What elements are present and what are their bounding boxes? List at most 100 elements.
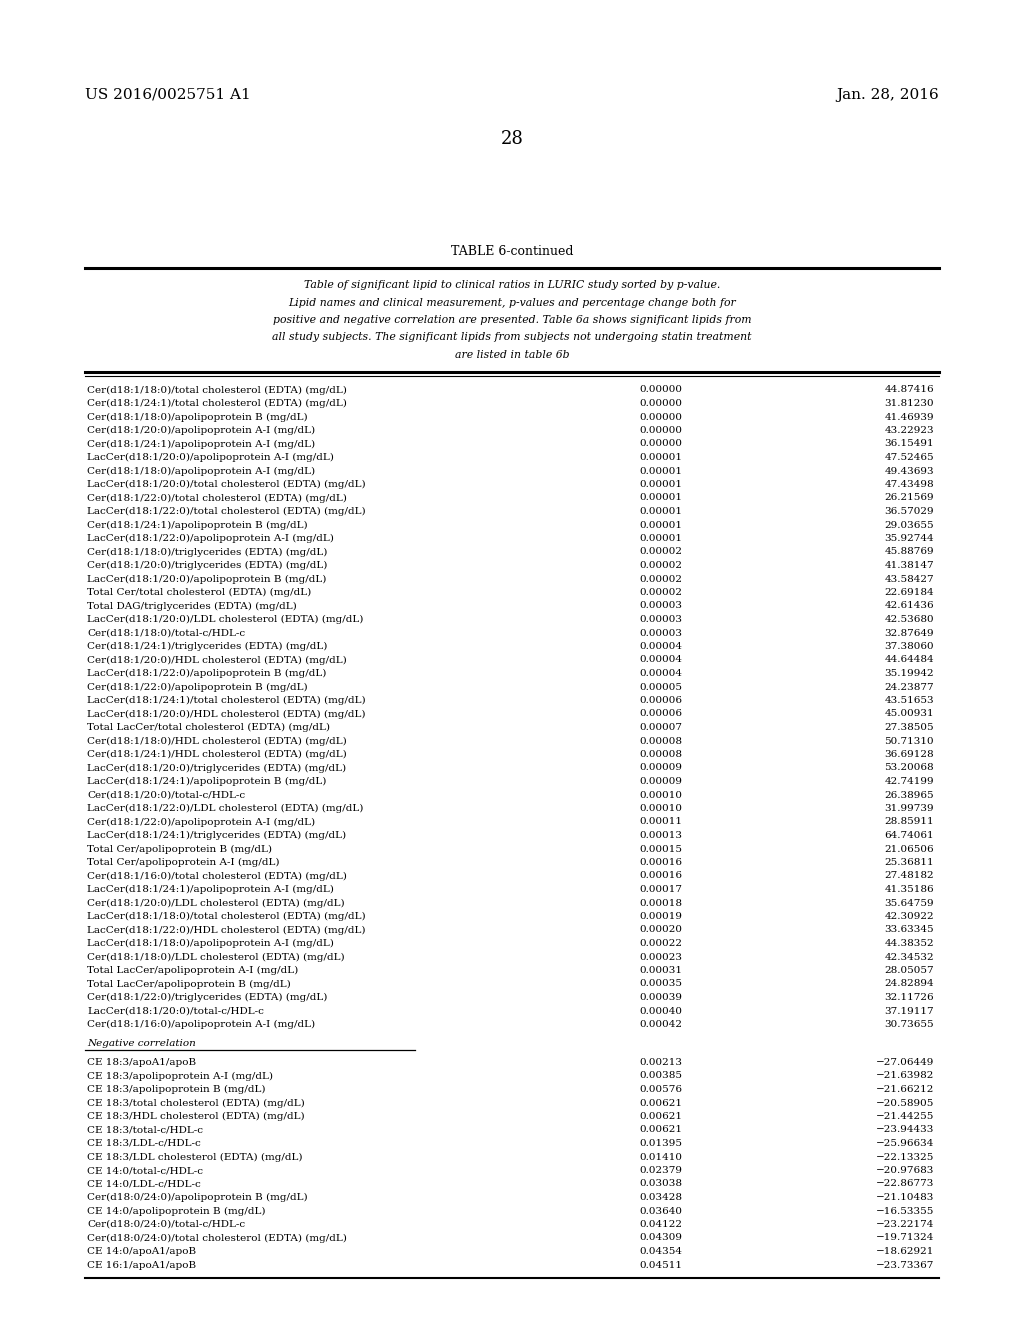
Text: 0.00009: 0.00009 — [640, 777, 683, 785]
Text: 0.02379: 0.02379 — [640, 1166, 683, 1175]
Text: LacCer(d18:1/20:0)/total cholesterol (EDTA) (mg/dL): LacCer(d18:1/20:0)/total cholesterol (ED… — [87, 480, 366, 490]
Text: Cer(d18:1/18:0)/total-c/HDL-c: Cer(d18:1/18:0)/total-c/HDL-c — [87, 628, 245, 638]
Text: Total LacCer/apolipoprotein A-I (mg/dL): Total LacCer/apolipoprotein A-I (mg/dL) — [87, 966, 298, 975]
Text: −22.86773: −22.86773 — [876, 1180, 934, 1188]
Text: Cer(d18:1/24:1)/apolipoprotein A-I (mg/dL): Cer(d18:1/24:1)/apolipoprotein A-I (mg/d… — [87, 440, 315, 449]
Text: 0.00003: 0.00003 — [640, 615, 683, 624]
Text: Cer(d18:1/20:0)/total-c/HDL-c: Cer(d18:1/20:0)/total-c/HDL-c — [87, 791, 245, 800]
Text: 0.01410: 0.01410 — [640, 1152, 683, 1162]
Text: −23.22174: −23.22174 — [876, 1220, 934, 1229]
Text: 0.00001: 0.00001 — [640, 453, 683, 462]
Text: CE 18:3/total-c/HDL-c: CE 18:3/total-c/HDL-c — [87, 1126, 203, 1134]
Text: 0.04511: 0.04511 — [640, 1261, 683, 1270]
Text: 26.21569: 26.21569 — [885, 494, 934, 503]
Text: 31.99739: 31.99739 — [885, 804, 934, 813]
Text: 44.38352: 44.38352 — [885, 939, 934, 948]
Text: 0.00002: 0.00002 — [640, 574, 683, 583]
Text: −19.71324: −19.71324 — [876, 1233, 934, 1242]
Text: 0.00017: 0.00017 — [640, 884, 683, 894]
Text: 0.00042: 0.00042 — [640, 1020, 683, 1030]
Text: 0.00022: 0.00022 — [640, 939, 683, 948]
Text: LacCer(d18:1/20:0)/apolipoprotein B (mg/dL): LacCer(d18:1/20:0)/apolipoprotein B (mg/… — [87, 574, 327, 583]
Text: LacCer(d18:1/20:0)/apolipoprotein A-I (mg/dL): LacCer(d18:1/20:0)/apolipoprotein A-I (m… — [87, 453, 334, 462]
Text: 0.00005: 0.00005 — [640, 682, 683, 692]
Text: 0.00001: 0.00001 — [640, 466, 683, 475]
Text: 0.04354: 0.04354 — [640, 1247, 683, 1257]
Text: 0.00621: 0.00621 — [640, 1126, 683, 1134]
Text: 0.00001: 0.00001 — [640, 520, 683, 529]
Text: CE 18:3/apolipoprotein B (mg/dL): CE 18:3/apolipoprotein B (mg/dL) — [87, 1085, 265, 1094]
Text: 0.00008: 0.00008 — [640, 737, 683, 746]
Text: 0.00000: 0.00000 — [640, 412, 683, 421]
Text: 43.58427: 43.58427 — [885, 574, 934, 583]
Text: 0.00020: 0.00020 — [640, 925, 683, 935]
Text: LacCer(d18:1/22:0)/apolipoprotein B (mg/dL): LacCer(d18:1/22:0)/apolipoprotein B (mg/… — [87, 669, 327, 678]
Text: −20.58905: −20.58905 — [876, 1098, 934, 1107]
Text: 26.38965: 26.38965 — [885, 791, 934, 800]
Text: 0.00010: 0.00010 — [640, 791, 683, 800]
Text: 0.00000: 0.00000 — [640, 399, 683, 408]
Text: 0.00003: 0.00003 — [640, 602, 683, 610]
Text: 35.19942: 35.19942 — [885, 669, 934, 678]
Text: 43.22923: 43.22923 — [885, 426, 934, 436]
Text: TABLE 6-continued: TABLE 6-continued — [451, 246, 573, 257]
Text: 0.00001: 0.00001 — [640, 535, 683, 543]
Text: CE 16:1/apoA1/apoB: CE 16:1/apoA1/apoB — [87, 1261, 197, 1270]
Text: 49.43693: 49.43693 — [885, 466, 934, 475]
Text: LacCer(d18:1/24:1)/total cholesterol (EDTA) (mg/dL): LacCer(d18:1/24:1)/total cholesterol (ED… — [87, 696, 366, 705]
Text: 0.00621: 0.00621 — [640, 1111, 683, 1121]
Text: Total LacCer/total cholesterol (EDTA) (mg/dL): Total LacCer/total cholesterol (EDTA) (m… — [87, 723, 330, 733]
Text: 0.00040: 0.00040 — [640, 1006, 683, 1015]
Text: 29.03655: 29.03655 — [885, 520, 934, 529]
Text: 0.00009: 0.00009 — [640, 763, 683, 772]
Text: 41.38147: 41.38147 — [885, 561, 934, 570]
Text: 0.00008: 0.00008 — [640, 750, 683, 759]
Text: LacCer(d18:1/24:1)/apolipoprotein A-I (mg/dL): LacCer(d18:1/24:1)/apolipoprotein A-I (m… — [87, 884, 334, 894]
Text: Cer(d18:1/16:0)/total cholesterol (EDTA) (mg/dL): Cer(d18:1/16:0)/total cholesterol (EDTA)… — [87, 871, 347, 880]
Text: 0.03428: 0.03428 — [640, 1193, 683, 1203]
Text: CE 14:0/apolipoprotein B (mg/dL): CE 14:0/apolipoprotein B (mg/dL) — [87, 1206, 265, 1216]
Text: Cer(d18:1/20:0)/triglycerides (EDTA) (mg/dL): Cer(d18:1/20:0)/triglycerides (EDTA) (mg… — [87, 561, 328, 570]
Text: Cer(d18:1/20:0)/LDL cholesterol (EDTA) (mg/dL): Cer(d18:1/20:0)/LDL cholesterol (EDTA) (… — [87, 899, 345, 908]
Text: 21.06506: 21.06506 — [885, 845, 934, 854]
Text: −27.06449: −27.06449 — [876, 1059, 934, 1067]
Text: 0.00035: 0.00035 — [640, 979, 683, 989]
Text: 45.88769: 45.88769 — [885, 548, 934, 557]
Text: Cer(d18:1/16:0)/apolipoprotein A-I (mg/dL): Cer(d18:1/16:0)/apolipoprotein A-I (mg/d… — [87, 1020, 315, 1030]
Text: Cer(d18:1/20:0)/HDL cholesterol (EDTA) (mg/dL): Cer(d18:1/20:0)/HDL cholesterol (EDTA) (… — [87, 656, 347, 665]
Text: positive and negative correlation are presented. Table 6a shows significant lipi: positive and negative correlation are pr… — [272, 315, 752, 325]
Text: 0.00010: 0.00010 — [640, 804, 683, 813]
Text: Cer(d18:1/18:0)/HDL cholesterol (EDTA) (mg/dL): Cer(d18:1/18:0)/HDL cholesterol (EDTA) (… — [87, 737, 347, 746]
Text: 32.11726: 32.11726 — [885, 993, 934, 1002]
Text: 0.00385: 0.00385 — [640, 1072, 683, 1081]
Text: 0.00011: 0.00011 — [640, 817, 683, 826]
Text: 0.00006: 0.00006 — [640, 696, 683, 705]
Text: CE 14:0/apoA1/apoB: CE 14:0/apoA1/apoB — [87, 1247, 197, 1257]
Text: CE 14:0/LDL-c/HDL-c: CE 14:0/LDL-c/HDL-c — [87, 1180, 201, 1188]
Text: −25.96634: −25.96634 — [876, 1139, 934, 1148]
Text: 45.00931: 45.00931 — [885, 710, 934, 718]
Text: 50.71310: 50.71310 — [885, 737, 934, 746]
Text: 42.34532: 42.34532 — [885, 953, 934, 961]
Text: LacCer(d18:1/22:0)/total cholesterol (EDTA) (mg/dL): LacCer(d18:1/22:0)/total cholesterol (ED… — [87, 507, 366, 516]
Text: 42.53680: 42.53680 — [885, 615, 934, 624]
Text: CE 18:3/total cholesterol (EDTA) (mg/dL): CE 18:3/total cholesterol (EDTA) (mg/dL) — [87, 1098, 305, 1107]
Text: 0.00018: 0.00018 — [640, 899, 683, 908]
Text: −21.10483: −21.10483 — [876, 1193, 934, 1203]
Text: 44.87416: 44.87416 — [885, 385, 934, 395]
Text: 36.15491: 36.15491 — [885, 440, 934, 449]
Text: 0.01395: 0.01395 — [640, 1139, 683, 1148]
Text: −23.73367: −23.73367 — [876, 1261, 934, 1270]
Text: 0.00002: 0.00002 — [640, 587, 683, 597]
Text: Cer(d18:1/18:0)/apolipoprotein B (mg/dL): Cer(d18:1/18:0)/apolipoprotein B (mg/dL) — [87, 412, 307, 421]
Text: 0.00013: 0.00013 — [640, 832, 683, 840]
Text: 42.61436: 42.61436 — [885, 602, 934, 610]
Text: CE 18:3/LDL cholesterol (EDTA) (mg/dL): CE 18:3/LDL cholesterol (EDTA) (mg/dL) — [87, 1152, 302, 1162]
Text: Cer(d18:0/24:0)/total cholesterol (EDTA) (mg/dL): Cer(d18:0/24:0)/total cholesterol (EDTA)… — [87, 1233, 347, 1242]
Text: Total Cer/total cholesterol (EDTA) (mg/dL): Total Cer/total cholesterol (EDTA) (mg/d… — [87, 587, 311, 597]
Text: 53.20068: 53.20068 — [885, 763, 934, 772]
Text: 0.00000: 0.00000 — [640, 426, 683, 436]
Text: Cer(d18:1/22:0)/apolipoprotein A-I (mg/dL): Cer(d18:1/22:0)/apolipoprotein A-I (mg/d… — [87, 817, 315, 826]
Text: Total Cer/apolipoprotein B (mg/dL): Total Cer/apolipoprotein B (mg/dL) — [87, 845, 272, 854]
Text: 24.82894: 24.82894 — [885, 979, 934, 989]
